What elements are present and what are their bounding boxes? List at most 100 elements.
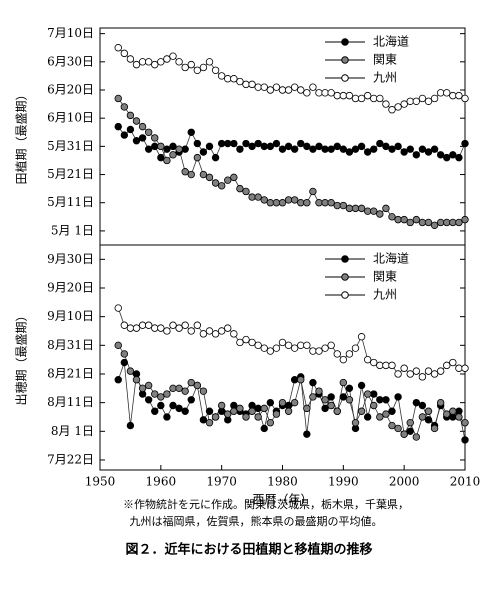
data-point [303, 142, 311, 151]
data-point [327, 145, 335, 153]
data-point [406, 218, 414, 227]
data-point [272, 139, 281, 148]
data-point [126, 111, 135, 120]
legend-marker [341, 56, 349, 64]
data-point [132, 60, 141, 69]
data-point [357, 142, 366, 151]
data-point [181, 63, 189, 72]
data-point [217, 139, 226, 148]
data-point [321, 344, 329, 352]
data-point [443, 361, 451, 370]
data-point [284, 407, 293, 415]
data-point [266, 347, 275, 355]
y-tick-label: 6月10日 [47, 111, 94, 125]
data-point [418, 413, 427, 421]
data-point [199, 387, 208, 395]
data-point [315, 142, 323, 151]
data-point [242, 139, 250, 148]
data-point [187, 327, 195, 335]
data-point [303, 199, 311, 207]
data-point [236, 184, 244, 193]
data-point [181, 321, 189, 329]
data-point [297, 376, 305, 384]
data-point [363, 413, 372, 421]
data-point [114, 44, 122, 52]
data-point [126, 324, 135, 332]
data-point [345, 91, 354, 100]
data-point [370, 401, 378, 410]
legend-label: 九州 [373, 71, 397, 85]
data-point [436, 218, 445, 227]
data-point [461, 139, 469, 148]
data-point [339, 393, 348, 401]
legend-marker [341, 255, 349, 263]
data-point [406, 370, 414, 378]
data-point [315, 387, 323, 395]
data-point [388, 407, 396, 415]
data-point [284, 142, 293, 151]
data-point [278, 145, 287, 153]
data-point [272, 83, 281, 91]
data-point [376, 361, 384, 370]
legend-label: 北海道 [373, 34, 409, 49]
data-point [138, 384, 147, 393]
data-point [248, 80, 256, 89]
data-point [461, 364, 469, 372]
data-point [345, 384, 354, 393]
data-point [376, 139, 384, 148]
data-point [376, 94, 384, 103]
data-point [388, 421, 396, 430]
data-point [327, 341, 335, 350]
data-point [187, 128, 195, 136]
data-point [144, 321, 153, 329]
data-point [236, 77, 244, 86]
data-point [327, 401, 335, 410]
data-point [126, 125, 135, 134]
data-point [230, 330, 238, 338]
data-point [449, 218, 457, 227]
data-point [388, 213, 396, 221]
data-point [370, 94, 378, 103]
data-point [284, 86, 293, 94]
data-point [321, 145, 329, 153]
legend-label: 関東 [373, 53, 397, 67]
data-point [400, 148, 408, 156]
data-point [315, 89, 323, 97]
data-point [449, 91, 457, 100]
data-point [303, 404, 311, 413]
data-point [370, 145, 378, 153]
data-point [217, 401, 226, 410]
data-point [205, 142, 214, 151]
data-point [193, 139, 202, 148]
data-point [132, 117, 141, 125]
y-tick-label: 9月10日 [47, 309, 94, 323]
data-point [315, 347, 323, 355]
data-point [400, 430, 408, 438]
legend-label: 九州 [373, 288, 397, 302]
data-point [181, 168, 189, 176]
data-point [175, 58, 183, 66]
data-point [211, 179, 220, 187]
data-point [406, 427, 414, 436]
data-point [436, 151, 445, 159]
data-point [217, 72, 226, 80]
data-point [297, 86, 305, 94]
series-line [117, 307, 465, 378]
data-point [430, 370, 439, 378]
data-point [260, 404, 268, 413]
data-point [126, 367, 135, 375]
data-point [327, 199, 335, 207]
data-point [315, 199, 323, 207]
data-point [284, 341, 293, 350]
data-point [303, 430, 311, 438]
data-point [248, 338, 256, 347]
data-point [333, 142, 341, 151]
data-point [345, 396, 354, 404]
data-point [157, 153, 165, 162]
data-point [242, 413, 250, 421]
data-point [363, 91, 372, 100]
data-point [363, 207, 372, 215]
data-point [254, 413, 262, 421]
data-point [309, 378, 317, 387]
data-point [138, 58, 147, 66]
